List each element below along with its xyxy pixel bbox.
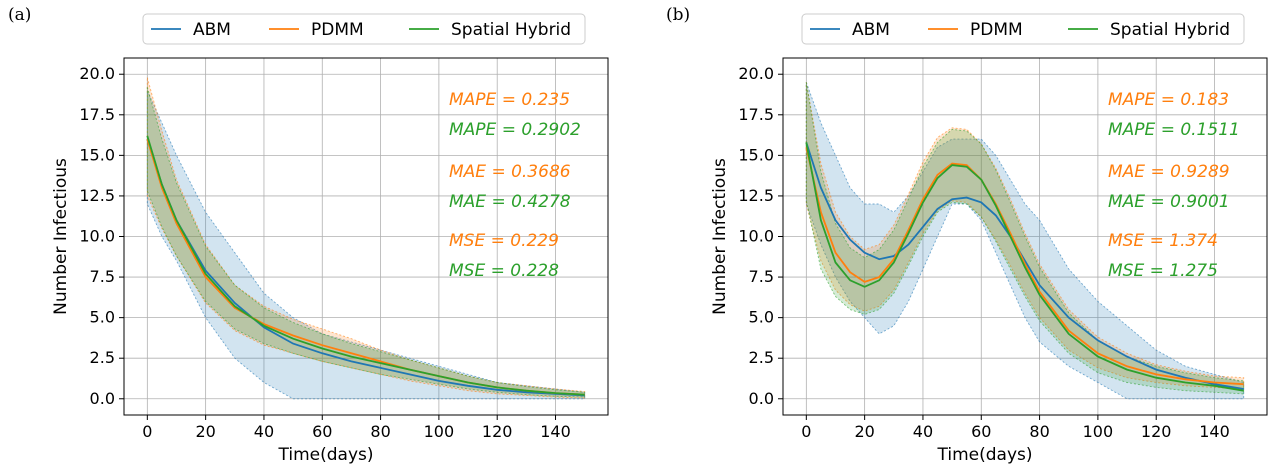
legend-entry: ABM [852, 20, 890, 40]
y-tick-label: 17.5 [738, 105, 774, 124]
metric-annotation: MAPE = 0.1511 [1108, 120, 1240, 140]
legend: ABM PDMM Spatial Hybrid [142, 13, 586, 45]
metric-annotation: MAPE = 0.2902 [449, 120, 581, 140]
y-tick-label: 5.0 [749, 308, 774, 327]
y-tick-label: 5.0 [90, 308, 115, 327]
legend-box [801, 13, 1245, 45]
x-tick-label: 80 [370, 422, 390, 441]
x-tick-label: 100 [1083, 422, 1114, 441]
metric-annotation: MAE = 0.4278 [449, 192, 571, 212]
legend-entry: Spatial Hybrid [451, 20, 571, 40]
legend-box [142, 13, 586, 45]
y-tick-label: 0.0 [90, 389, 115, 408]
panel-label: (b) [666, 5, 690, 25]
y-tick-label: 20.0 [79, 64, 115, 83]
y-tick-label: 15.0 [79, 145, 115, 164]
metric-annotation: MAE = 0.3686 [449, 162, 571, 182]
x-tick-label: 20 [854, 422, 874, 441]
metric-annotation: MAE = 0.9001 [1108, 192, 1230, 212]
metric-annotation: MAPE = 0.183 [1108, 90, 1229, 110]
metric-annotation: MSE = 0.229 [449, 231, 559, 251]
band-spatial-hybrid [805, 82, 1245, 395]
metric-annotation: MSE = 1.374 [1108, 231, 1218, 251]
y-tick-label: 12.5 [738, 186, 774, 205]
plot-area [805, 82, 1245, 400]
x-tick-label: 20 [195, 422, 215, 441]
y-tick-label: 7.5 [90, 267, 115, 286]
band-abm [805, 82, 1245, 400]
metric-annotation: MAE = 0.9289 [1108, 162, 1230, 182]
x-tick-label: 60 [312, 422, 332, 441]
band-pdmm [146, 77, 586, 399]
panel-b: (b) 0 20 40 60 80 100 120 140 0.0 2.5 5.0 7.5 10.0 12.… [666, 5, 1268, 465]
y-tick-label: 10.0 [738, 227, 774, 246]
y-axis-label: Number Infectious [51, 158, 71, 315]
line-abm [146, 138, 585, 397]
legend-entry: PDMM [311, 20, 364, 40]
line-spatial-hybrid [146, 135, 585, 396]
panel-a: (a) 0 20 40 60 80 100 120 140 0.0 2.5 5.0 7.5 10.0 12.… [8, 5, 609, 465]
y-tick-label: 7.5 [749, 267, 774, 286]
legend-entry: ABM [193, 20, 231, 40]
y-tick-label: 12.5 [79, 186, 115, 205]
x-tick-label: 140 [1199, 422, 1230, 441]
y-tick-label: 10.0 [79, 227, 115, 246]
legend-entry: Spatial Hybrid [1110, 20, 1230, 40]
legend: ABM PDMM Spatial Hybrid [801, 13, 1245, 45]
x-tick-label: 120 [1141, 422, 1172, 441]
y-tick-label: 15.0 [738, 145, 774, 164]
y-tick-label: 2.5 [749, 348, 774, 367]
x-tick-label: 40 [913, 422, 933, 441]
line-abm [805, 142, 1244, 390]
metric-annotation: MSE = 0.228 [449, 261, 559, 281]
x-axis-label: Time(days) [278, 445, 374, 465]
metric-annotation: MAPE = 0.235 [449, 90, 570, 110]
x-tick-label: 120 [482, 422, 513, 441]
x-axis-label: Time(days) [937, 445, 1033, 465]
x-tick-label: 0 [142, 422, 152, 441]
x-tick-label: 140 [540, 422, 571, 441]
x-tick-label: 80 [1029, 422, 1049, 441]
x-tick-label: 60 [971, 422, 991, 441]
y-tick-label: 20.0 [738, 64, 774, 83]
y-tick-label: 0.0 [749, 389, 774, 408]
y-tick-label: 2.5 [90, 348, 115, 367]
line-spatial-hybrid [805, 142, 1244, 392]
x-tick-label: 100 [424, 422, 455, 441]
panel-label: (a) [8, 5, 31, 25]
legend-entry: PDMM [970, 20, 1023, 40]
x-tick-label: 0 [801, 422, 811, 441]
plot-area [146, 77, 586, 400]
x-tick-label: 40 [254, 422, 274, 441]
y-axis-label: Number Infectious [710, 158, 730, 315]
metric-annotation: MSE = 1.275 [1108, 261, 1218, 281]
y-tick-label: 17.5 [79, 105, 115, 124]
